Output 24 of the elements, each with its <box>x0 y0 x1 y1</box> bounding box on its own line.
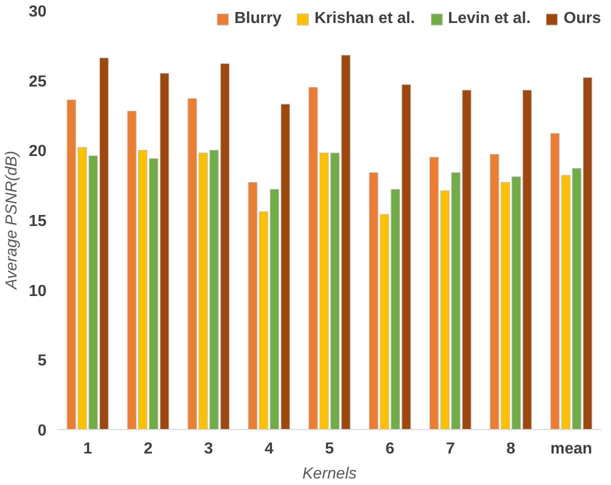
x-tick-label: 8 <box>506 440 516 458</box>
x-tick-label: 1 <box>83 440 92 458</box>
bar <box>220 63 230 430</box>
x-tick-label: 4 <box>264 440 274 458</box>
y-tick-label: 15 <box>28 213 47 230</box>
legend-label: Ours <box>564 10 601 28</box>
x-tick-label: 5 <box>325 440 334 458</box>
y-tick-label: 30 <box>28 4 47 20</box>
y-tick-label: 25 <box>28 73 47 90</box>
x-tick-label: 7 <box>446 440 455 458</box>
x-tick-label: 3 <box>204 440 214 458</box>
bar <box>429 156 439 430</box>
legend-label: Blurry <box>234 10 282 28</box>
legend-label: Krishan et al. <box>314 10 415 28</box>
x-tick-label: 2 <box>144 440 153 458</box>
y-tick-label: 0 <box>38 422 47 440</box>
y-tick-label: 5 <box>38 352 47 370</box>
y-axis-title: Average PSNR(dB) <box>4 150 21 290</box>
legend-label: Levin et al. <box>448 10 531 28</box>
y-tick-label: 20 <box>28 143 47 160</box>
x-tick-label: 6 <box>385 440 394 458</box>
y-tick-label: 10 <box>28 282 47 300</box>
x-tick-label: mean <box>550 440 592 458</box>
x-axis-title: Kernels <box>302 466 357 482</box>
